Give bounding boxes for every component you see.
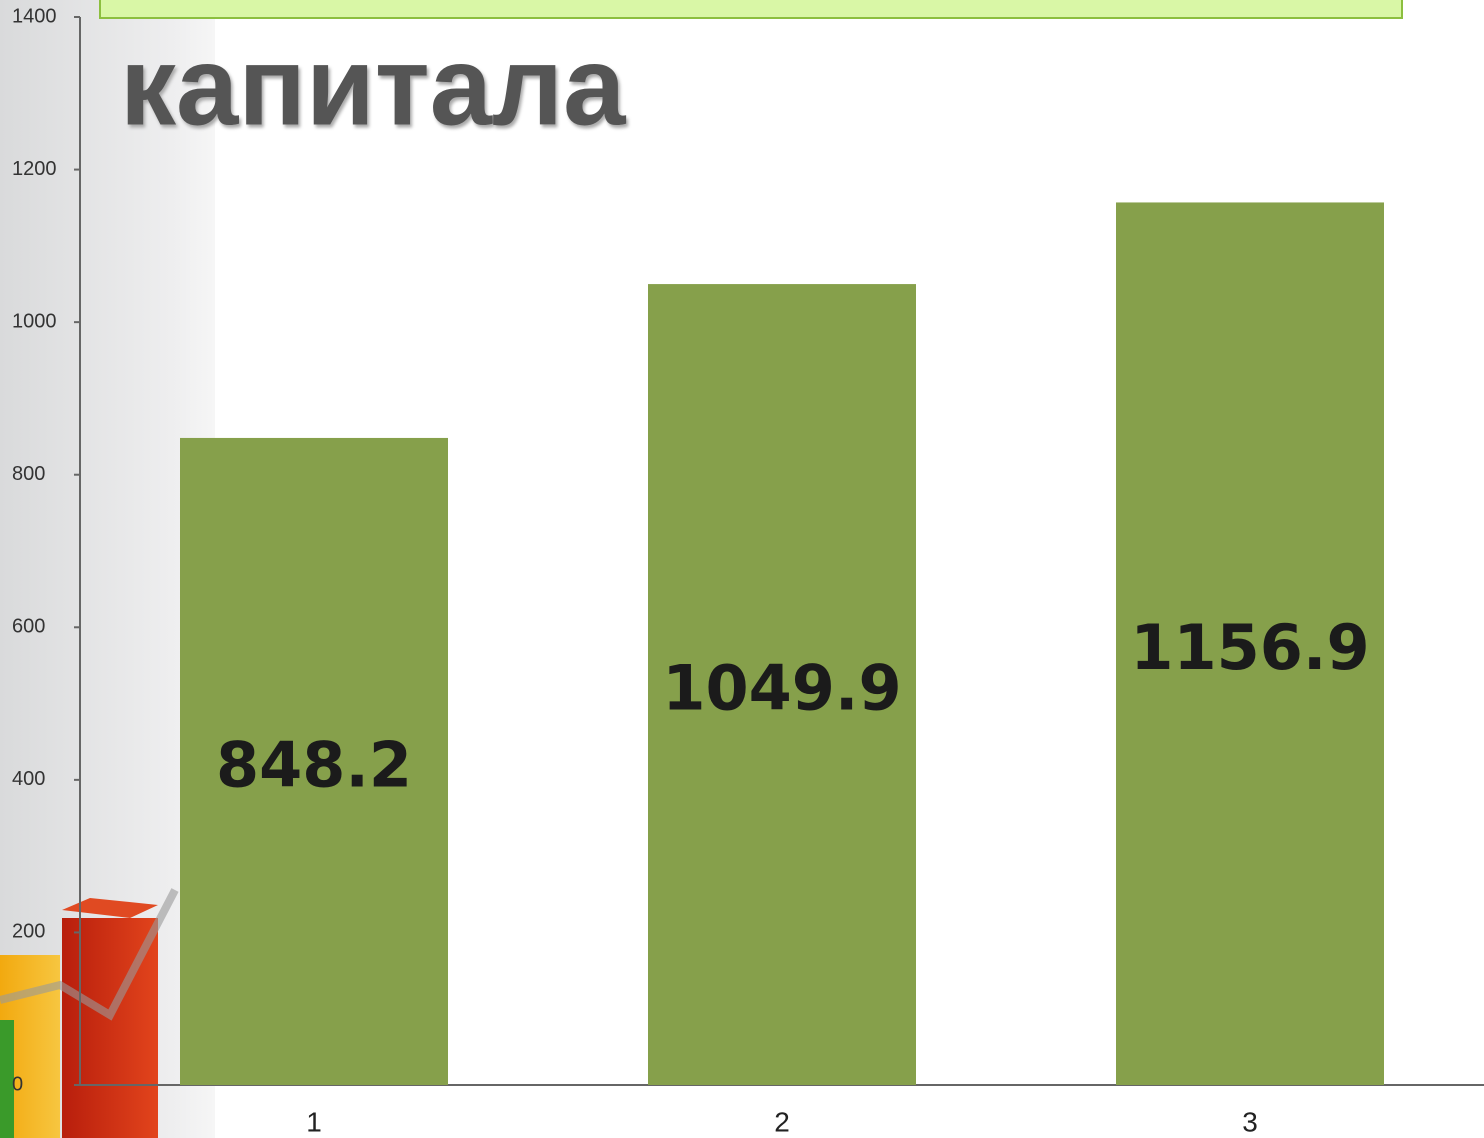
x-tick-label: 3: [1242, 1106, 1258, 1137]
chart: капитала 0 200 400 600 800 1000 1200 1400 1 848.2…: [0, 0, 1484, 1138]
x-tick-label: 2: [774, 1106, 790, 1137]
y-tick-label: 1200: [12, 158, 57, 180]
header-box: [100, 0, 1402, 18]
y-tick-label: 200: [12, 921, 45, 943]
y-tick-label: 600: [12, 616, 45, 638]
y-tick-label: 800: [12, 463, 45, 485]
y-tick-label: 400: [12, 768, 45, 790]
page: капитала 0 200 400 600 800 1000 1200 1400 1 848.2…: [0, 0, 1484, 1138]
data-label: 1049.9: [662, 652, 901, 725]
y-tick-label: 0: [12, 1073, 23, 1095]
data-label: 848.2: [216, 729, 412, 802]
chart-title: капитала: [120, 24, 626, 149]
y-tick-label: 1000: [12, 310, 57, 332]
data-label: 1156.9: [1130, 611, 1369, 684]
y-tick-label: 1400: [12, 5, 57, 27]
x-tick-label: 1: [306, 1106, 322, 1137]
